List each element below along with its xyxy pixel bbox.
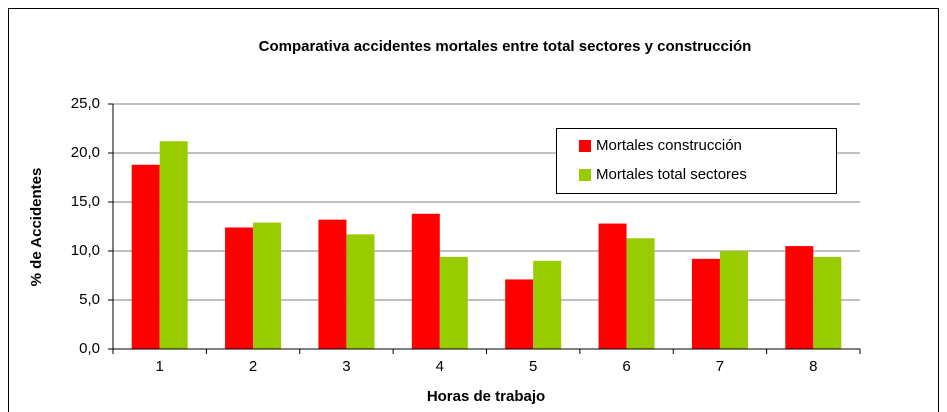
x-axis-title: Horas de trabajo: [427, 388, 545, 405]
bar: [318, 219, 347, 349]
y-tick-label: 20,0: [71, 144, 100, 161]
bar: [813, 256, 842, 349]
legend-label: Mortales total sectores: [596, 166, 747, 183]
bar: [253, 222, 282, 349]
legend-swatch: [579, 169, 591, 181]
x-tick-label: 8: [809, 358, 817, 375]
x-tick-label: 2: [249, 358, 257, 375]
bar: [533, 260, 562, 349]
x-tick-label: 3: [342, 358, 350, 375]
bar: [598, 223, 627, 349]
bar: [411, 213, 440, 349]
legend-label: Mortales construcción: [596, 137, 742, 154]
x-tick-label: 7: [716, 358, 724, 375]
y-tick-label: 5,0: [79, 291, 100, 308]
bar: [225, 227, 254, 349]
y-tick-label: 15,0: [71, 193, 100, 210]
chart-frame: [8, 8, 939, 412]
legend-swatch: [579, 140, 591, 152]
bar: [131, 164, 160, 349]
bar: [346, 234, 375, 349]
chart-title: Comparativa accidentes mortales entre to…: [259, 38, 752, 55]
bar: [505, 279, 534, 349]
y-tick-label: 10,0: [71, 242, 100, 259]
x-tick-label: 4: [436, 358, 444, 375]
x-tick-label: 1: [156, 358, 164, 375]
bar: [439, 256, 468, 349]
y-axis-title: % de Accidentes: [28, 168, 45, 287]
legend-box: [556, 128, 837, 194]
bar: [691, 258, 720, 349]
x-tick-label: 6: [622, 358, 630, 375]
bar: [719, 251, 748, 349]
y-tick-label: 25,0: [71, 95, 100, 112]
bar: [785, 246, 814, 349]
bar: [159, 141, 188, 349]
y-tick-label: 0,0: [79, 340, 100, 357]
x-tick-label: 5: [529, 358, 537, 375]
bar: [626, 238, 655, 349]
